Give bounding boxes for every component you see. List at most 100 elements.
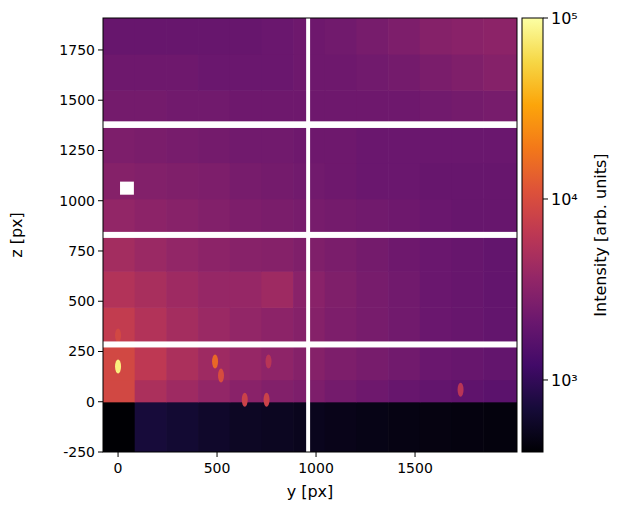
heatmap-cell bbox=[325, 343, 357, 380]
heatmap-cell bbox=[483, 54, 517, 91]
heatmap-cell bbox=[261, 126, 293, 163]
heatmap-cell bbox=[356, 18, 388, 55]
heatmap-cell bbox=[198, 54, 230, 91]
masked-region bbox=[120, 182, 134, 195]
heatmap-cell bbox=[166, 54, 198, 91]
heatmap-cell bbox=[451, 271, 483, 308]
heatmap-cell bbox=[356, 343, 388, 380]
chart: 050010001500-250025050075010001250150017… bbox=[0, 0, 624, 520]
heatmap-cell bbox=[198, 402, 230, 452]
heatmap-cell bbox=[166, 235, 198, 272]
y-tick-label: 250 bbox=[68, 343, 95, 359]
heatmap-cell bbox=[261, 235, 293, 272]
heatmap-cell bbox=[166, 402, 198, 452]
y-tick bbox=[98, 100, 103, 101]
colorbar bbox=[522, 18, 543, 452]
heatmap-cell bbox=[103, 343, 135, 380]
heatmap-cell bbox=[103, 18, 135, 55]
heatmap-cell bbox=[230, 54, 262, 91]
y-tick-label: 0 bbox=[86, 394, 95, 410]
heatmap-cell bbox=[135, 199, 167, 236]
heatmap-cell bbox=[135, 271, 167, 308]
heatmap-cell bbox=[420, 271, 452, 308]
masked-region bbox=[306, 18, 310, 452]
heatmap-cell bbox=[451, 235, 483, 272]
x-tick bbox=[118, 452, 119, 457]
x-tick bbox=[316, 452, 317, 457]
heatmap-cell bbox=[388, 18, 420, 55]
heatmap-cell bbox=[261, 271, 293, 308]
heatmap-cell bbox=[230, 343, 262, 380]
colorbar-tick-label: 10³ bbox=[551, 371, 578, 390]
heatmap-cell bbox=[135, 235, 167, 272]
y-tick-label: 750 bbox=[68, 243, 95, 259]
heatmap-cell bbox=[103, 402, 135, 452]
heatmap-cell bbox=[451, 54, 483, 91]
heatmap-cell bbox=[356, 271, 388, 308]
heatmap-cell bbox=[135, 54, 167, 91]
y-tick-label: 1750 bbox=[59, 42, 95, 58]
heatmap-cell bbox=[356, 307, 388, 344]
heatmap-cell bbox=[261, 54, 293, 91]
x-tick-label: 0 bbox=[114, 460, 123, 476]
x-tick-label: 500 bbox=[204, 460, 231, 476]
heatmap-cell bbox=[325, 307, 357, 344]
heatmap-cell bbox=[451, 18, 483, 55]
heatmap-cell bbox=[420, 307, 452, 344]
x-tick bbox=[415, 452, 416, 457]
heatmap-cell bbox=[166, 271, 198, 308]
heatmap-cell bbox=[135, 307, 167, 344]
heatmap-cell bbox=[166, 163, 198, 200]
heatmap-cell bbox=[388, 126, 420, 163]
colorbar-tick bbox=[543, 379, 548, 380]
heatmap-cell bbox=[325, 199, 357, 236]
heatmap-cell bbox=[420, 163, 452, 200]
heatmap-cell bbox=[103, 380, 135, 403]
heatmap-cell bbox=[356, 380, 388, 403]
heatmap-cell bbox=[420, 54, 452, 91]
heatmap-cell bbox=[103, 199, 135, 236]
heatmap-cell bbox=[388, 54, 420, 91]
heatmap-cell bbox=[388, 163, 420, 200]
heatmap-cell bbox=[198, 126, 230, 163]
bragg-peak bbox=[115, 360, 121, 374]
heatmap-cell bbox=[198, 199, 230, 236]
heatmap-cell bbox=[483, 380, 517, 403]
heatmap-cell bbox=[261, 307, 293, 344]
heatmap-cell bbox=[135, 126, 167, 163]
y-tick bbox=[98, 401, 103, 402]
heatmap-cell bbox=[198, 271, 230, 308]
heatmap-cell bbox=[451, 343, 483, 380]
heatmap-cell bbox=[230, 126, 262, 163]
colorbar-tick bbox=[543, 18, 548, 19]
heatmap-cell bbox=[198, 235, 230, 272]
plot-area bbox=[103, 18, 517, 452]
heatmap-cell bbox=[261, 163, 293, 200]
heatmap-cell bbox=[325, 163, 357, 200]
heatmap-cell bbox=[483, 163, 517, 200]
heatmap-cell bbox=[483, 235, 517, 272]
heatmap-cell bbox=[420, 235, 452, 272]
heatmap-cell bbox=[135, 163, 167, 200]
heatmap-cell bbox=[356, 54, 388, 91]
heatmap-cell bbox=[388, 402, 420, 452]
x-tick-label: 1000 bbox=[298, 460, 334, 476]
heatmap-cell bbox=[198, 163, 230, 200]
heatmap-cell bbox=[388, 380, 420, 403]
heatmap-cell bbox=[451, 199, 483, 236]
heatmap-cell bbox=[261, 402, 293, 452]
plot-frame bbox=[103, 18, 517, 452]
bragg-peak bbox=[218, 369, 224, 383]
heatmap-cell bbox=[230, 235, 262, 272]
y-axis-title: z [px] bbox=[7, 212, 26, 258]
heatmap-cell bbox=[420, 380, 452, 403]
heatmap-cell bbox=[325, 271, 357, 308]
heatmap-cell bbox=[166, 199, 198, 236]
heatmap-cell bbox=[103, 163, 135, 200]
heatmap-cell bbox=[356, 235, 388, 272]
heatmap-cell bbox=[230, 271, 262, 308]
heatmap-cell bbox=[135, 343, 167, 380]
colorbar-tick bbox=[543, 198, 548, 199]
colorbar-tick-label: 10⁵ bbox=[551, 9, 578, 28]
x-tick bbox=[217, 452, 218, 457]
